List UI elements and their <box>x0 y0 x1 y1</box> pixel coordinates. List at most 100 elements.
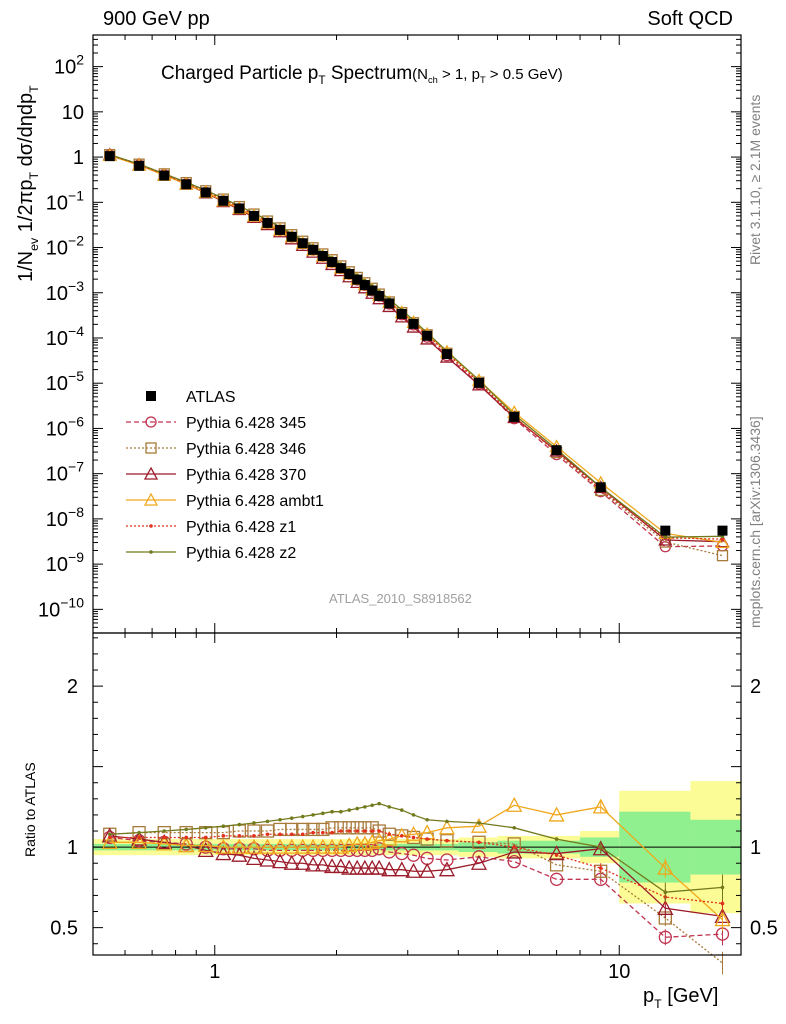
point-p346-31 <box>716 549 729 562</box>
ratio-point-z1-6 <box>237 834 242 838</box>
point-data-18 <box>359 280 370 291</box>
legend-label-data: ATLAS <box>186 389 236 406</box>
point-data-2 <box>159 170 170 181</box>
ratio-point-p370-29 <box>592 840 609 856</box>
point-ambt1-31 <box>715 535 730 549</box>
ratio-point-z2-28 <box>554 837 559 841</box>
ratio-point-z1-27 <box>512 845 517 849</box>
ratio-point-z1-25 <box>445 838 449 843</box>
y-tick-label-9: 10−7 <box>46 459 84 486</box>
ratio-point-z1-28 <box>554 853 559 857</box>
point-data-16 <box>344 268 355 279</box>
ratio-point-p346-15 <box>334 821 348 835</box>
point-data-7 <box>248 210 259 221</box>
y-tick-label-7: 10−5 <box>46 368 84 395</box>
legend-label-z1: Pythia 6.428 z1 <box>186 519 296 536</box>
y-tick-label-6: 10−4 <box>46 323 84 350</box>
ratio-point-ambt1-5 <box>215 838 232 854</box>
line-z1-ratio <box>109 830 723 905</box>
ratio-point-p370-2 <box>156 833 173 849</box>
ratio-point-z1-8 <box>265 832 270 837</box>
point-data-23 <box>408 318 419 329</box>
y-tick-label-2: 1 <box>73 147 84 169</box>
ratio-point-p370-23 <box>405 862 422 878</box>
point-data-12 <box>308 244 319 255</box>
header-category: Soft QCD <box>647 8 733 30</box>
legend-marker-p346 <box>145 442 157 454</box>
ratio-point-z2-4 <box>203 826 208 830</box>
ratio-point-p346-13 <box>316 822 330 837</box>
ratio-point-ambt1-14 <box>323 838 341 854</box>
point-data-14 <box>327 256 338 267</box>
ratio-point-z2-23 <box>411 813 416 817</box>
ratio-tick-label-left-2: 2 <box>67 676 78 698</box>
ratio-point-p370-7 <box>245 850 263 866</box>
ratio-point-z1-15 <box>339 829 343 833</box>
ratio-point-p346-27 <box>507 837 521 851</box>
ratio-point-z1-4 <box>203 835 208 840</box>
ratio-point-ambt1-4 <box>197 837 214 853</box>
x-ticks <box>92 35 742 955</box>
ratio-point-p370-4 <box>197 841 214 857</box>
ratio-point-p370-13 <box>314 856 331 872</box>
y-ticks-main <box>93 34 741 634</box>
ratio-frame <box>92 632 742 956</box>
ratio-point-p370-26 <box>470 854 488 870</box>
ratio-point-ambt1-11 <box>294 838 311 854</box>
ratio-tick-label-right-0.5: 0.5 <box>750 918 778 940</box>
legend-label-p370: Pythia 6.428 370 <box>186 467 306 484</box>
ratio-point-p346-28 <box>549 858 564 872</box>
ratio-point-ambt1-13 <box>314 838 331 854</box>
x-tick-label-1: 1 <box>209 961 220 983</box>
point-p370-30 <box>658 532 673 546</box>
legend-marker-ambt1 <box>143 492 159 506</box>
ratio-point-z1-12 <box>311 830 315 835</box>
point-data-21 <box>384 298 395 309</box>
ratio-point-p370-8 <box>259 851 276 867</box>
point-data-4 <box>200 187 211 198</box>
ratio-point-p346-17 <box>350 821 364 835</box>
series-p345-main <box>109 154 723 548</box>
point-data-20 <box>374 290 385 301</box>
ratio-point-ambt1-26 <box>470 817 488 833</box>
rivet-version-label: Rivet 3.1.10, ≥ 2.1M events <box>747 94 763 265</box>
ratio-point-p370-25 <box>438 861 456 877</box>
ratio-point-p370-1 <box>130 830 148 846</box>
ratio-point-z1-22 <box>399 834 404 838</box>
ratio-point-p370-15 <box>332 858 349 874</box>
point-data-8 <box>262 217 273 228</box>
ratio-point-z2-7 <box>252 821 256 825</box>
ratio-point-z1-3 <box>184 835 189 840</box>
ratio-point-ambt1-7 <box>245 838 263 854</box>
legend-label-p346: Pythia 6.428 346 <box>186 441 306 458</box>
ratio-point-z2-19 <box>370 803 374 808</box>
ratio-point-z2-17 <box>355 806 360 811</box>
point-data-11 <box>297 238 308 249</box>
ratio-tick-label-right-1: 1 <box>750 837 761 859</box>
point-data-1 <box>134 160 145 171</box>
ratio-point-ambt1-31 <box>714 911 731 927</box>
point-data-10 <box>286 231 297 242</box>
point-data-9 <box>275 224 286 235</box>
header-collision: 900 GeV pp <box>103 8 210 30</box>
ratio-point-z2-0 <box>107 832 112 837</box>
y-axis-label-ratio: Ratio to ATLAS <box>22 762 38 857</box>
point-data-30 <box>660 525 671 536</box>
ratio-point-p370-9 <box>271 853 289 869</box>
point-data-0 <box>104 151 115 162</box>
ratio-point-p370-20 <box>371 859 388 875</box>
ratio-point-z2-1 <box>137 830 141 835</box>
ratio-point-z2-11 <box>300 814 305 819</box>
ratio-point-z1-26 <box>477 840 481 845</box>
point-data-6 <box>234 203 245 214</box>
ratio-point-p345-30 <box>658 930 672 944</box>
main-frame <box>92 34 742 634</box>
y-tick-label-1: 10 <box>62 102 84 124</box>
point-data-27 <box>509 411 520 422</box>
ratio-point-z1-31 <box>720 901 725 906</box>
ratio-point-ambt1-8 <box>259 838 276 854</box>
ratio-point-ambt1-2 <box>156 835 173 851</box>
ratio-point-p345-21 <box>382 845 396 859</box>
point-data-28 <box>551 445 562 456</box>
